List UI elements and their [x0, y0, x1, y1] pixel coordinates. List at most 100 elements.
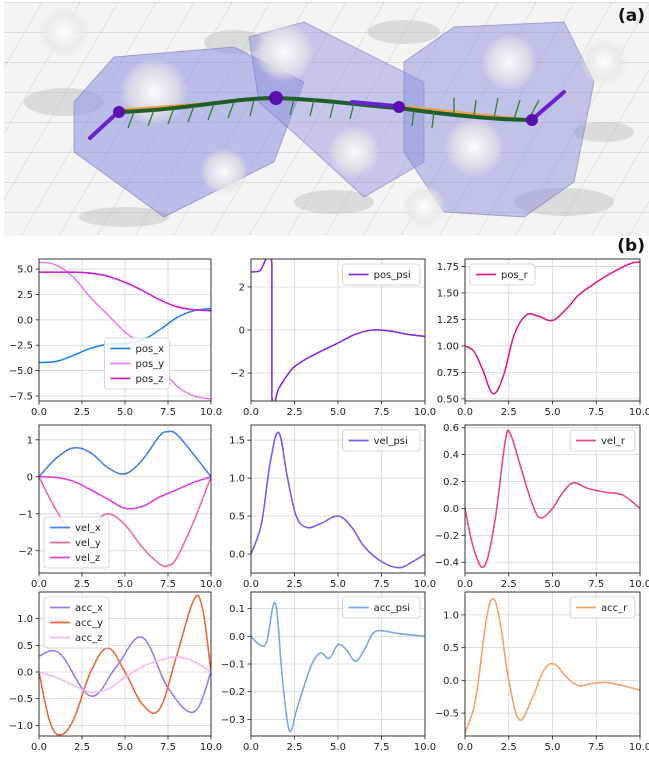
legend-box: [43, 596, 110, 649]
obstacles: [38, 6, 628, 229]
x-tick-label: 2.5: [501, 742, 517, 753]
y-tick-label: 5.0: [17, 265, 33, 276]
legend-box: [342, 263, 421, 286]
series-line-pos_r: [465, 261, 640, 395]
panel-label-a: (a): [617, 6, 645, 26]
trajectory-path: [118, 95, 533, 122]
y-tick-label: 0.75: [437, 368, 459, 379]
x-tick-label: 7.5: [374, 407, 390, 418]
legend: pos_x pos_y pos_z: [104, 337, 170, 390]
x-tick-label: 7.5: [374, 742, 390, 753]
x-tick-label: 7.5: [588, 742, 604, 753]
series-line-acc_r: [465, 597, 640, 733]
legend-label-acc_z: acc_z: [75, 633, 102, 644]
y-tick-label: 0.5: [443, 643, 459, 654]
x-tick-label: 2.5: [287, 742, 303, 753]
y-tick-label: −2.5: [9, 341, 33, 352]
x-tick-label: 5.0: [117, 579, 133, 590]
x-tick-label: 10.0: [414, 742, 436, 753]
x-tick-label: 0.0: [243, 407, 259, 418]
y-tick-label: 1.00: [437, 341, 459, 352]
chart-8: 0.0 2.5 5.0 7.5 10.0 0.1 0.0 −0.1 −0.2 −0.3 acc_ps…: [221, 591, 436, 753]
x-tick-label: 0.0: [243, 579, 259, 590]
y-tick-label: 0.5: [17, 641, 33, 652]
series-line-acc_psi: [251, 601, 425, 733]
legend: vel_r: [569, 429, 636, 452]
legend-label-pos_psi: pos_psi: [374, 270, 411, 281]
x-tick-label: 10.0: [200, 742, 222, 753]
x-tick-label: 10.0: [200, 579, 222, 590]
x-tick-label: 7.5: [160, 579, 176, 590]
y-tick-label: 0: [27, 472, 33, 483]
y-tick-label: 0.1: [229, 604, 245, 615]
x-tick-label: 5.0: [545, 407, 561, 418]
y-tick-label: 0: [239, 326, 245, 337]
legend-box: [569, 596, 636, 619]
chart-9: 0.0 2.5 5.0 7.5 10.0 1.0 0.5 0.0 −0.5 acc_r: [435, 591, 649, 753]
y-tick-label: −0.2: [221, 687, 245, 698]
y-tick-label: −7.5: [9, 391, 33, 402]
y-tick-label: −0.2: [435, 531, 459, 542]
legend-label-pos_x: pos_x: [136, 344, 165, 355]
x-tick-label: 10.0: [200, 407, 222, 418]
y-tick-label: −1.0: [9, 721, 33, 732]
series-line-pos_z: [39, 271, 211, 312]
x-tick-label: 2.5: [74, 407, 90, 418]
series-line-pos_psi: [251, 259, 425, 401]
series-line-acc_z: [39, 656, 211, 694]
legend: pos_r: [469, 263, 536, 286]
x-tick-label: 5.0: [330, 742, 346, 753]
y-tick-label: 1.50: [437, 288, 459, 299]
x-tick-label: 5.0: [117, 407, 133, 418]
legend-label-vel_z: vel_z: [75, 553, 100, 564]
legend: acc_psi: [342, 596, 421, 619]
y-tick-label: −0.1: [221, 660, 245, 671]
series-line-acc_x: [39, 636, 211, 714]
chart-3: 0.0 2.5 5.0 7.5 10.0 1.75 1.50 1.25 1.00 0.75 0.50…: [437, 258, 649, 418]
y-tick-label: 0.6: [443, 423, 459, 434]
series-line-acc_y: [39, 594, 211, 736]
chart-2: 0.0 2.5 5.0 7.5 10.0 2 0 −2 pos_psi: [230, 258, 436, 418]
x-tick-label: 5.0: [330, 407, 346, 418]
y-tick-label: −2: [230, 369, 245, 380]
y-tick-label: 0.0: [443, 676, 459, 687]
legend-label-vel_y: vel_y: [75, 538, 101, 549]
y-tick-label: −0.5: [435, 709, 459, 720]
legend-box: [569, 429, 636, 452]
y-tick-label: 0.0: [17, 668, 33, 679]
legend-label-acc_x: acc_x: [75, 603, 103, 614]
x-tick-label: 7.5: [160, 407, 176, 418]
chart-6: 0.0 2.5 5.0 7.5 10.0 0.6 0.4 0.2 0.0 −0.2 −0.4 vel_…: [435, 423, 649, 590]
x-tick-label: 0.0: [457, 742, 473, 753]
legend-label-pos_z: pos_z: [136, 374, 164, 385]
y-tick-label: 0.0: [17, 315, 33, 326]
y-tick-label: −0.4: [435, 558, 459, 569]
y-tick-label: 1.25: [437, 315, 459, 326]
y-tick-label: −0.5: [9, 694, 33, 705]
y-tick-label: −1: [18, 509, 33, 520]
legend-label-acc_y: acc_y: [75, 618, 103, 629]
y-tick-label: 0.50: [437, 394, 459, 405]
x-tick-label: 2.5: [287, 407, 303, 418]
x-tick-label: 2.5: [74, 742, 90, 753]
y-tick-label: −5.0: [9, 366, 33, 377]
legend: pos_psi: [342, 263, 421, 286]
x-tick-label: 2.5: [501, 579, 517, 590]
x-tick-label: 0.0: [243, 742, 259, 753]
legend: vel_psi: [342, 429, 421, 452]
y-tick-label: 0.4: [443, 450, 459, 461]
waypoint-arrows: [88, 90, 566, 140]
y-tick-label: 0.2: [443, 477, 459, 488]
y-tick-label: 1.5: [229, 436, 245, 447]
x-tick-label: 7.5: [374, 579, 390, 590]
chart-1: 0.0 2.5 5.0 7.5 10.0 5.0 2.5 0.0 −2.5 −5.0 −7.5 pos…: [9, 258, 222, 418]
x-tick-label: 2.5: [287, 579, 303, 590]
panel-label-b: (b): [617, 236, 645, 256]
y-tick-label: 0.0: [443, 504, 459, 515]
y-tick-label: 1: [27, 435, 33, 446]
x-tick-label: 0.0: [457, 579, 473, 590]
legend-box: [104, 337, 170, 390]
legend-label-pos_y: pos_y: [136, 359, 165, 370]
x-tick-label: 0.0: [457, 407, 473, 418]
x-tick-label: 0.0: [31, 579, 47, 590]
